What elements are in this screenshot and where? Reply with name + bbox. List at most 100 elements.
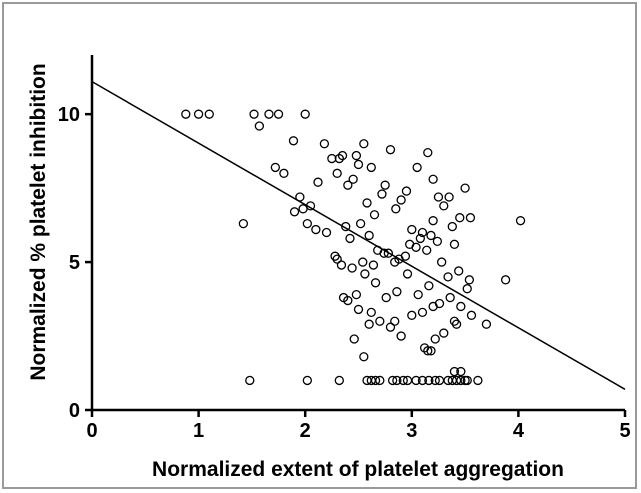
data-point xyxy=(464,275,475,285)
data-point xyxy=(422,245,432,255)
data-point xyxy=(423,147,433,158)
data-point xyxy=(396,331,406,341)
data-point xyxy=(366,162,376,173)
data-point xyxy=(270,162,281,173)
data-point xyxy=(368,260,379,270)
data-point xyxy=(411,242,421,252)
data-point xyxy=(359,139,369,149)
data-point xyxy=(400,251,411,261)
data-point xyxy=(193,109,204,119)
data-point xyxy=(332,168,342,178)
data-point xyxy=(430,334,440,344)
data-point xyxy=(515,216,526,226)
data-point xyxy=(204,109,214,119)
data-point xyxy=(358,257,368,267)
data-point xyxy=(428,174,438,184)
data-point xyxy=(396,195,406,205)
data-point xyxy=(364,319,374,329)
data-point xyxy=(392,375,402,386)
data-point xyxy=(411,375,421,386)
data-point xyxy=(302,375,312,386)
data-point xyxy=(319,139,330,149)
y-axis-title: Normalized % platelet inhibition xyxy=(27,63,50,380)
data-point xyxy=(380,180,390,190)
data-point xyxy=(385,322,396,332)
data-point xyxy=(444,192,454,202)
data-point xyxy=(423,346,433,356)
data-point xyxy=(424,281,434,291)
data-point xyxy=(449,239,460,249)
data-point xyxy=(345,233,355,244)
data-point xyxy=(407,224,417,235)
data-point xyxy=(449,316,460,326)
data-point xyxy=(362,198,372,208)
data-point xyxy=(443,272,453,282)
data-point xyxy=(327,153,337,164)
data-point xyxy=(288,136,299,146)
y-tick-label: 0 xyxy=(69,400,80,422)
data-point xyxy=(449,366,460,377)
data-point xyxy=(417,375,428,386)
data-point xyxy=(298,204,308,214)
data-point xyxy=(415,233,425,244)
x-axis-title: Normalized extent of platelet aggregatio… xyxy=(152,458,564,481)
data-point xyxy=(351,289,362,300)
data-point xyxy=(338,292,349,303)
data-point xyxy=(417,307,428,318)
x-tick-label: 1 xyxy=(193,420,204,442)
data-point xyxy=(500,275,511,285)
x-tick-label: 3 xyxy=(406,420,417,442)
data-point xyxy=(351,150,362,161)
data-point xyxy=(347,263,357,273)
y-tick-label: 5 xyxy=(69,252,80,274)
data-point xyxy=(387,375,398,386)
x-tick-label: 5 xyxy=(619,420,630,442)
data-point xyxy=(402,269,413,279)
data-point xyxy=(398,375,408,386)
y-tick-label: 10 xyxy=(58,104,80,126)
data-point xyxy=(439,328,449,338)
data-point xyxy=(428,216,438,226)
data-point xyxy=(381,292,391,303)
data-point xyxy=(337,150,348,161)
data-point xyxy=(348,174,358,184)
data-point xyxy=(238,218,249,229)
data-point xyxy=(321,227,332,238)
data-point xyxy=(355,218,366,229)
data-point xyxy=(456,375,466,386)
data-point xyxy=(181,109,191,119)
data-point xyxy=(313,177,323,187)
data-point xyxy=(428,301,438,312)
data-point xyxy=(379,248,389,258)
data-point xyxy=(375,375,385,386)
data-point xyxy=(341,221,351,232)
data-point xyxy=(330,251,340,261)
data-point xyxy=(462,375,472,386)
data-point xyxy=(279,168,289,178)
data-point xyxy=(300,109,310,119)
data-point xyxy=(245,375,255,386)
data-point xyxy=(451,319,462,329)
data-point xyxy=(353,159,364,170)
regression-line xyxy=(91,80,626,390)
data-point xyxy=(466,310,477,320)
chart-frame xyxy=(2,2,637,489)
data-point xyxy=(417,227,428,238)
data-point xyxy=(390,316,400,326)
data-point xyxy=(369,210,380,220)
data-point xyxy=(436,257,447,267)
data-point xyxy=(366,307,376,318)
data-point xyxy=(370,375,381,386)
data-point xyxy=(249,109,259,119)
data-point xyxy=(273,109,284,119)
data-point xyxy=(426,230,436,241)
data-point xyxy=(445,292,455,303)
data-point xyxy=(456,301,466,312)
data-point xyxy=(353,304,364,315)
data-point xyxy=(426,346,436,356)
data-point xyxy=(336,260,347,270)
data-point xyxy=(311,224,321,235)
data-point xyxy=(334,375,344,386)
data-point xyxy=(289,207,300,217)
data-point xyxy=(447,221,457,232)
